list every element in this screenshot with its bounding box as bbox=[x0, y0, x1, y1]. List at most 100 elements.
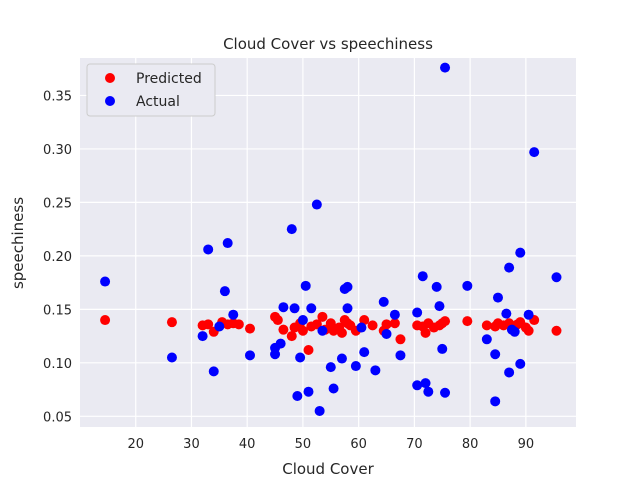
y-axis-title: speechiness bbox=[9, 197, 27, 289]
legend-label-predicted: Predicted bbox=[136, 71, 202, 87]
point-predicted bbox=[100, 315, 111, 326]
x-axis-title: Cloud Cover bbox=[282, 460, 374, 478]
y-tick-label: 0.05 bbox=[43, 410, 72, 425]
point-predicted bbox=[523, 325, 534, 336]
point-actual bbox=[292, 390, 303, 401]
point-actual bbox=[490, 349, 501, 360]
point-actual bbox=[417, 271, 428, 282]
point-actual bbox=[297, 315, 308, 326]
series-actual bbox=[100, 62, 562, 416]
point-actual bbox=[295, 352, 306, 363]
point-actual bbox=[359, 347, 370, 358]
point-actual bbox=[306, 303, 317, 314]
point-actual bbox=[342, 281, 353, 292]
point-predicted bbox=[395, 334, 406, 345]
point-actual bbox=[350, 361, 361, 372]
x-tick-label: 40 bbox=[239, 437, 256, 452]
point-predicted bbox=[286, 331, 297, 342]
y-tick-label: 0.15 bbox=[43, 303, 72, 318]
point-predicted bbox=[317, 311, 328, 322]
point-predicted bbox=[244, 323, 255, 334]
x-tick-label: 50 bbox=[295, 437, 312, 452]
legend: Predicted Actual bbox=[86, 63, 216, 117]
point-actual bbox=[244, 350, 255, 361]
point-actual bbox=[166, 352, 177, 363]
point-actual bbox=[228, 309, 239, 320]
point-predicted bbox=[166, 317, 177, 328]
x-tick-label: 30 bbox=[183, 437, 200, 452]
y-tick-label: 0.10 bbox=[43, 357, 72, 372]
point-actual bbox=[423, 386, 434, 397]
point-predicted bbox=[272, 315, 283, 326]
point-predicted bbox=[278, 324, 289, 335]
point-actual bbox=[504, 262, 515, 273]
point-actual bbox=[440, 62, 451, 73]
y-tick-label: 0.25 bbox=[43, 196, 72, 211]
point-actual bbox=[551, 272, 562, 283]
y-tick-label: 0.30 bbox=[43, 143, 72, 158]
point-actual bbox=[378, 296, 389, 307]
point-predicted bbox=[389, 318, 400, 329]
point-predicted bbox=[462, 316, 473, 327]
series-predicted bbox=[100, 311, 562, 355]
point-predicted bbox=[303, 344, 314, 355]
point-actual bbox=[289, 303, 300, 314]
point-actual bbox=[219, 286, 230, 297]
point-actual bbox=[437, 343, 448, 354]
point-actual bbox=[203, 244, 214, 255]
point-predicted bbox=[336, 327, 347, 338]
point-actual bbox=[197, 331, 208, 342]
x-tick-label: 20 bbox=[127, 437, 144, 452]
point-actual bbox=[440, 387, 451, 398]
legend-marker-actual bbox=[105, 96, 115, 106]
point-predicted bbox=[297, 325, 308, 336]
chart-title: Cloud Cover vs speechiness bbox=[223, 35, 433, 53]
point-actual bbox=[434, 301, 445, 312]
point-actual bbox=[356, 322, 367, 333]
point-actual bbox=[431, 281, 442, 292]
point-predicted bbox=[551, 325, 562, 336]
point-actual bbox=[515, 247, 526, 258]
x-gridlines bbox=[135, 58, 527, 427]
y-gridlines bbox=[80, 94, 576, 417]
point-actual bbox=[490, 396, 501, 407]
x-tick-labels: 20 30 40 50 60 70 80 90 bbox=[127, 437, 534, 452]
point-actual bbox=[214, 321, 225, 332]
point-actual bbox=[370, 365, 381, 376]
point-actual bbox=[314, 405, 325, 416]
point-actual bbox=[222, 238, 233, 249]
point-actual bbox=[328, 383, 339, 394]
point-actual bbox=[389, 309, 400, 320]
point-actual bbox=[286, 224, 297, 235]
y-tick-labels: 0.05 0.10 0.15 0.20 0.25 0.30 0.35 bbox=[43, 89, 72, 425]
point-actual bbox=[462, 280, 473, 291]
point-predicted bbox=[367, 320, 378, 331]
data-points bbox=[100, 62, 562, 416]
point-actual bbox=[303, 386, 314, 397]
point-actual bbox=[504, 367, 515, 378]
point-actual bbox=[311, 199, 322, 210]
legend-label-actual: Actual bbox=[136, 94, 180, 110]
point-actual bbox=[515, 358, 526, 369]
point-actual bbox=[529, 147, 540, 158]
point-predicted bbox=[440, 316, 451, 327]
point-actual bbox=[420, 378, 431, 389]
point-actual bbox=[208, 366, 219, 377]
point-predicted bbox=[420, 327, 431, 338]
x-tick-label: 80 bbox=[462, 437, 479, 452]
point-predicted bbox=[381, 319, 392, 330]
point-actual bbox=[501, 308, 512, 319]
x-tick-label: 90 bbox=[518, 437, 535, 452]
y-tick-label: 0.20 bbox=[43, 250, 72, 265]
point-predicted bbox=[481, 320, 492, 331]
legend-box bbox=[86, 63, 216, 117]
legend-marker-predicted bbox=[105, 73, 115, 83]
point-actual bbox=[275, 338, 286, 349]
point-actual bbox=[395, 350, 406, 361]
point-actual bbox=[270, 349, 281, 360]
x-tick-label: 60 bbox=[350, 437, 367, 452]
x-tick-label: 70 bbox=[406, 437, 423, 452]
point-actual bbox=[336, 353, 347, 364]
point-actual bbox=[412, 307, 423, 318]
